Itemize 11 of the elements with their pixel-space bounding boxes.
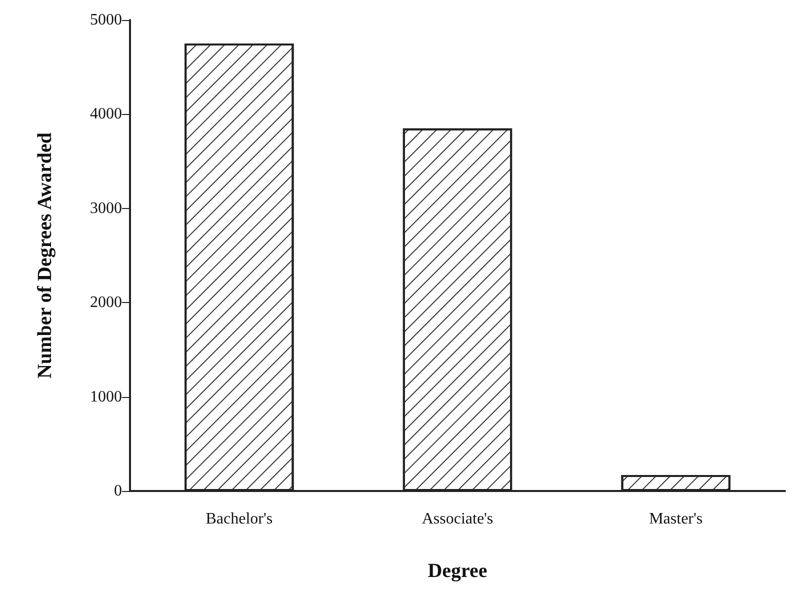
x-tick-label: Associate's (422, 510, 494, 528)
x-axis-title: Degree (428, 560, 488, 582)
y-axis-title: Number of Degrees Awarded (34, 132, 56, 379)
y-tick-label: 4000 (90, 106, 122, 123)
y-tick-label: 0 (114, 482, 122, 500)
y-tick-label: 1000 (90, 388, 122, 406)
y-tick-label: 3000 (90, 200, 122, 217)
x-tick-label: Master's (649, 510, 703, 528)
y-tick-label: 5000 (90, 12, 122, 28)
y-tick-label: 2000 (90, 294, 122, 312)
x-tick-label: Bachelor's (206, 510, 273, 528)
